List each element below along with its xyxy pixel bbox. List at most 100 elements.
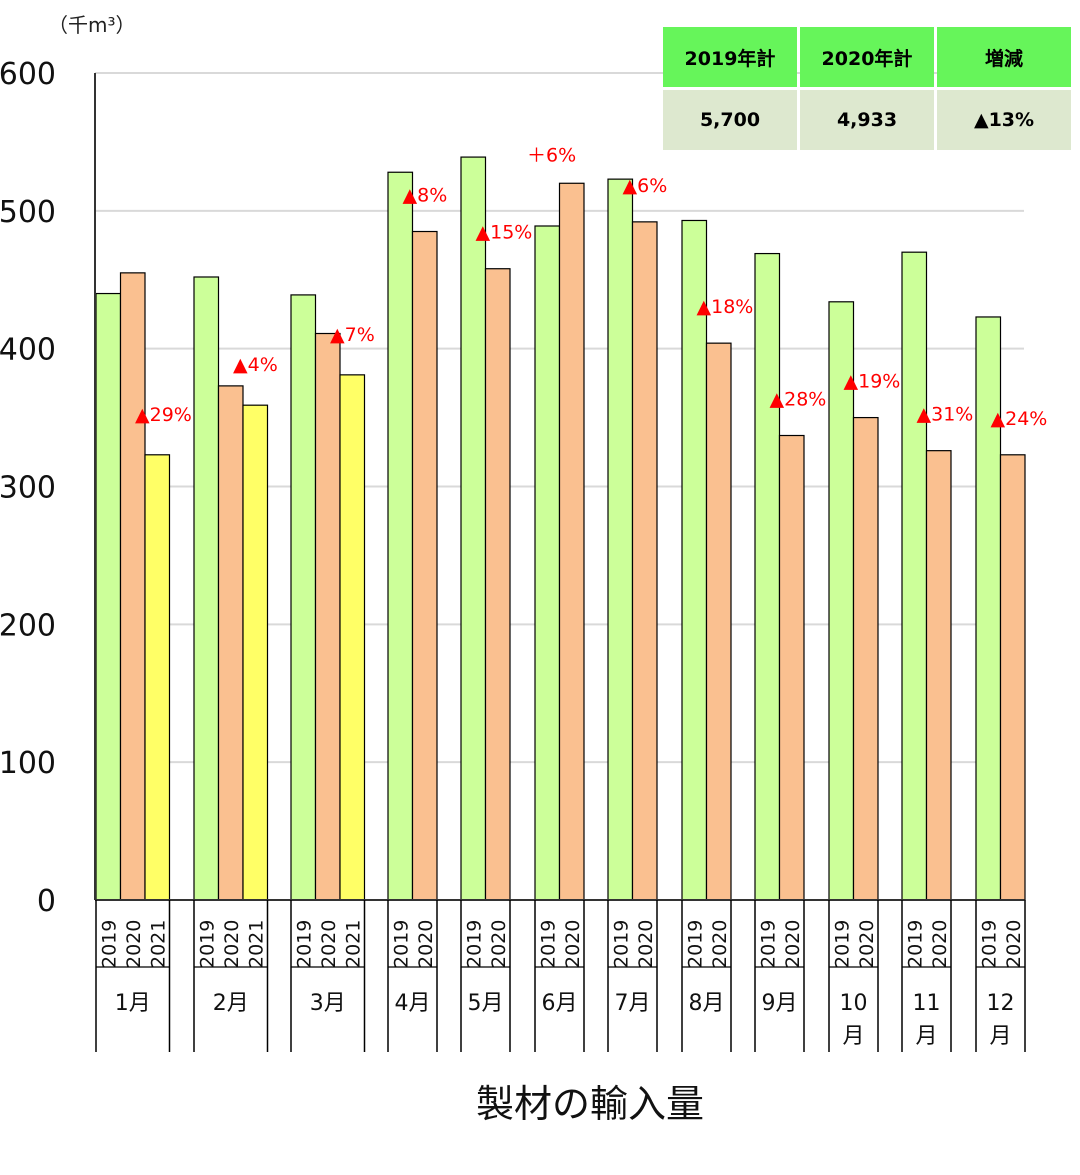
bar-9月-2019 [754, 252, 781, 901]
summary-header-2019: 2019年計 [663, 27, 797, 87]
bar-1月-2021 [144, 454, 171, 901]
bar-1月-2019 [95, 292, 122, 901]
y-tick-label: 0 [37, 884, 56, 919]
change-annotation: ▲28% [770, 389, 827, 411]
bar-4月-2019 [387, 171, 414, 901]
year-label: 2019 [831, 920, 853, 968]
change-annotation: ＋6% [527, 144, 576, 166]
year-label: 2019 [537, 920, 559, 968]
y-tick-label: 500 [0, 195, 56, 230]
change-annotation: ▲18% [697, 296, 754, 318]
year-label: 2019 [463, 920, 485, 968]
year-label: 2020 [929, 920, 951, 968]
year-label: 2019 [757, 920, 779, 968]
year-label: 2020 [709, 920, 731, 968]
change-annotation: ▲7% [330, 324, 375, 346]
change-annotation: ▲4% [233, 354, 278, 376]
year-label: 2021 [147, 920, 169, 968]
year-label: 2020 [123, 920, 145, 968]
month-label-suffix: 月 [989, 1024, 1011, 1049]
summary-value-2020: 4,933 [800, 90, 934, 150]
change-annotation: ▲29% [135, 404, 192, 426]
month-label: 1月 [115, 991, 151, 1016]
bar-11月-2019 [901, 251, 928, 901]
bar-8月-2020 [705, 342, 732, 901]
y-tick-label: 200 [0, 608, 56, 643]
month-label: 11 [913, 991, 941, 1016]
bar-3月-2020 [314, 332, 341, 901]
year-label: 2020 [782, 920, 804, 968]
year-label: 2020 [635, 920, 657, 968]
month-label: 6月 [542, 991, 578, 1016]
bar-11月-2020 [925, 450, 952, 901]
month-label: 9月 [762, 991, 798, 1016]
unit-label: （千m³） [48, 13, 136, 37]
y-tick-label: 100 [0, 746, 56, 781]
bar-6月-2019 [534, 225, 561, 901]
y-tick-label: 300 [0, 471, 56, 506]
month-label: 4月 [395, 991, 431, 1016]
year-label: 2020 [488, 920, 510, 968]
summary-value-2019: 5,700 [663, 90, 797, 150]
summary-table: 2019年計 2020年計 増減 5,700 4,933 ▲13% [660, 24, 1074, 153]
month-label-suffix: 月 [915, 1024, 937, 1049]
bar-5月-2019 [460, 156, 487, 901]
year-label: 2019 [610, 920, 632, 968]
chart-title: 製材の輸入量 [476, 1082, 704, 1126]
month-label-suffix: 月 [842, 1024, 864, 1049]
month-label: 12 [987, 991, 1015, 1016]
summary-header-row: 2019年計 2020年計 増減 [663, 27, 1071, 87]
year-label: 2021 [245, 920, 267, 968]
bar-3月-2021 [339, 374, 366, 901]
year-label: 2019 [390, 920, 412, 968]
bar-10月-2020 [852, 416, 879, 901]
month-label: 7月 [615, 991, 651, 1016]
bar-12月-2020 [999, 454, 1026, 901]
year-label: 2021 [342, 920, 364, 968]
change-annotation: ▲6% [623, 175, 668, 197]
year-label: 2020 [221, 920, 243, 968]
change-annotation: ▲19% [844, 371, 901, 393]
y-tick-label: 600 [0, 57, 56, 92]
month-label: 3月 [310, 991, 346, 1016]
year-label: 2019 [684, 920, 706, 968]
change-annotation: ▲15% [476, 222, 533, 244]
year-label: 2020 [856, 920, 878, 968]
change-annotation: ▲8% [403, 185, 448, 207]
month-label: 5月 [468, 991, 504, 1016]
year-label: 2019 [293, 920, 315, 968]
year-label: 2020 [562, 920, 584, 968]
month-label: 2月 [213, 991, 249, 1016]
bar-4月-2020 [411, 230, 438, 901]
bar-5月-2020 [484, 268, 511, 901]
change-annotation: ▲24% [991, 408, 1048, 430]
bar-1月-2020 [119, 272, 146, 901]
axes [94, 73, 1026, 1052]
year-label: 2019 [196, 920, 218, 968]
bar-6月-2020 [558, 182, 585, 901]
bar-2月-2020 [217, 385, 244, 901]
summary-header-2020: 2020年計 [800, 27, 934, 87]
month-label: 8月 [689, 991, 725, 1016]
summary-header-change: 増減 [937, 27, 1071, 87]
year-label: 2019 [98, 920, 120, 968]
y-tick-label: 400 [0, 333, 56, 368]
bar-8月-2019 [681, 219, 708, 901]
year-label: 2019 [978, 920, 1000, 968]
bar-3月-2019 [290, 294, 317, 901]
month-label: 10 [840, 991, 868, 1016]
summary-value-change: ▲13% [937, 90, 1071, 150]
bar-2月-2021 [242, 404, 269, 901]
bar-7月-2019 [607, 178, 634, 901]
year-label: 2020 [415, 920, 437, 968]
year-label: 2020 [1003, 920, 1025, 968]
bars [95, 156, 1026, 901]
bar-9月-2020 [778, 434, 805, 901]
bar-7月-2020 [631, 221, 658, 901]
bar-2月-2019 [193, 276, 220, 901]
summary-value-row: 5,700 4,933 ▲13% [663, 90, 1071, 150]
bar-12月-2019 [975, 316, 1002, 901]
